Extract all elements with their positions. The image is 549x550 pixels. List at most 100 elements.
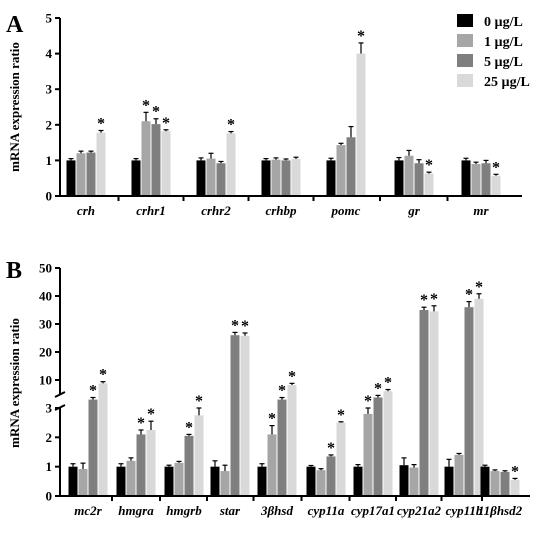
y-tick-label: 1 bbox=[46, 459, 53, 474]
legend-label: 0 µg/L bbox=[484, 15, 523, 30]
bar bbox=[194, 415, 204, 496]
bar bbox=[491, 175, 501, 196]
significance-star: * bbox=[327, 440, 335, 457]
significance-star: * bbox=[278, 383, 286, 400]
significance-star: * bbox=[420, 292, 428, 309]
significance-star: * bbox=[99, 367, 107, 384]
bar bbox=[216, 163, 226, 196]
x-tick-label: mr bbox=[473, 203, 489, 218]
x-tick-label: hmgrb bbox=[166, 503, 202, 518]
axis-break-mark bbox=[54, 404, 66, 411]
bar bbox=[261, 160, 271, 196]
significance-star: * bbox=[162, 115, 170, 132]
bar bbox=[151, 124, 161, 196]
bar bbox=[196, 160, 206, 196]
bar bbox=[336, 145, 346, 196]
bar bbox=[141, 121, 151, 196]
significance-star: * bbox=[364, 393, 372, 410]
bar bbox=[414, 163, 424, 196]
bar bbox=[184, 435, 194, 496]
bar bbox=[287, 385, 297, 496]
significance-star: * bbox=[425, 157, 433, 174]
significance-star: * bbox=[241, 318, 249, 335]
bar bbox=[399, 465, 409, 496]
x-tick-label: cyp17a1 bbox=[351, 503, 395, 518]
x-tick-label: hmgra bbox=[118, 503, 154, 518]
significance-star: * bbox=[268, 411, 276, 428]
y-tick-label: 0 bbox=[46, 189, 53, 204]
significance-star: * bbox=[185, 419, 193, 436]
x-tick-label: star bbox=[219, 503, 241, 518]
significance-star: * bbox=[97, 115, 105, 132]
bar bbox=[444, 466, 454, 496]
y-axis-label: mRNA expression ratio bbox=[7, 42, 22, 172]
bar bbox=[161, 131, 171, 196]
y-tick-label: 2 bbox=[46, 117, 53, 132]
bar bbox=[429, 311, 439, 496]
significance-star: * bbox=[147, 406, 155, 423]
bar bbox=[461, 160, 471, 196]
significance-star: * bbox=[227, 117, 235, 134]
x-tick-label: crhbp bbox=[265, 203, 297, 218]
x-tick-label: cyp11b bbox=[446, 503, 483, 518]
bar bbox=[454, 454, 464, 496]
bar bbox=[146, 430, 156, 496]
x-tick-label: 3βhsd bbox=[260, 503, 293, 518]
y-tick-label: 3 bbox=[46, 401, 53, 416]
bar bbox=[336, 422, 346, 496]
bar bbox=[68, 466, 78, 496]
bar bbox=[240, 335, 250, 496]
significance-star: * bbox=[492, 159, 500, 176]
y-tick-label: 20 bbox=[39, 345, 52, 360]
legend-swatch bbox=[457, 74, 473, 87]
bar bbox=[131, 160, 141, 196]
bar bbox=[353, 466, 363, 496]
significance-star: * bbox=[137, 415, 145, 432]
axis-break-mark bbox=[54, 391, 66, 398]
significance-star: * bbox=[384, 375, 392, 392]
y-tick-label: 0 bbox=[46, 489, 53, 504]
bar bbox=[76, 153, 86, 196]
x-tick-label: gr bbox=[407, 203, 421, 218]
y-tick-label: 50 bbox=[39, 261, 52, 276]
y-tick-label: 3 bbox=[46, 82, 53, 97]
significance-star: * bbox=[152, 104, 160, 121]
panel-label: B bbox=[6, 258, 22, 284]
y-tick-label: 2 bbox=[46, 430, 53, 445]
bar bbox=[230, 335, 240, 496]
panel-label: A bbox=[6, 12, 24, 38]
bar bbox=[394, 160, 404, 196]
x-tick-label: cyp21a2 bbox=[397, 503, 442, 518]
x-tick-label: 11βhsd2 bbox=[478, 503, 523, 518]
bar bbox=[116, 466, 126, 496]
y-tick-label: 4 bbox=[46, 46, 53, 61]
bar bbox=[291, 158, 301, 196]
bar bbox=[363, 413, 373, 496]
significance-star: * bbox=[195, 393, 203, 410]
x-tick-label: crhr2 bbox=[201, 203, 231, 218]
y-tick-label: 30 bbox=[39, 317, 52, 332]
bar bbox=[164, 466, 174, 496]
x-tick-label: mc2r bbox=[74, 503, 102, 518]
bar bbox=[383, 391, 393, 496]
legend-label: 1 µg/L bbox=[484, 35, 523, 50]
y-tick-label: 40 bbox=[39, 289, 52, 304]
bar bbox=[257, 466, 267, 496]
bar bbox=[490, 471, 500, 496]
bar bbox=[281, 160, 291, 196]
bar bbox=[510, 479, 520, 496]
bar bbox=[356, 53, 366, 196]
bar bbox=[206, 158, 216, 196]
bar bbox=[66, 160, 76, 196]
bar bbox=[464, 307, 474, 496]
bar bbox=[88, 399, 98, 496]
bar bbox=[471, 163, 481, 196]
significance-star: * bbox=[465, 287, 473, 304]
bar bbox=[373, 397, 383, 496]
legend-swatch bbox=[457, 14, 473, 27]
bar bbox=[316, 470, 326, 496]
significance-star: * bbox=[374, 380, 382, 397]
bar bbox=[474, 298, 484, 496]
bar bbox=[419, 310, 429, 496]
